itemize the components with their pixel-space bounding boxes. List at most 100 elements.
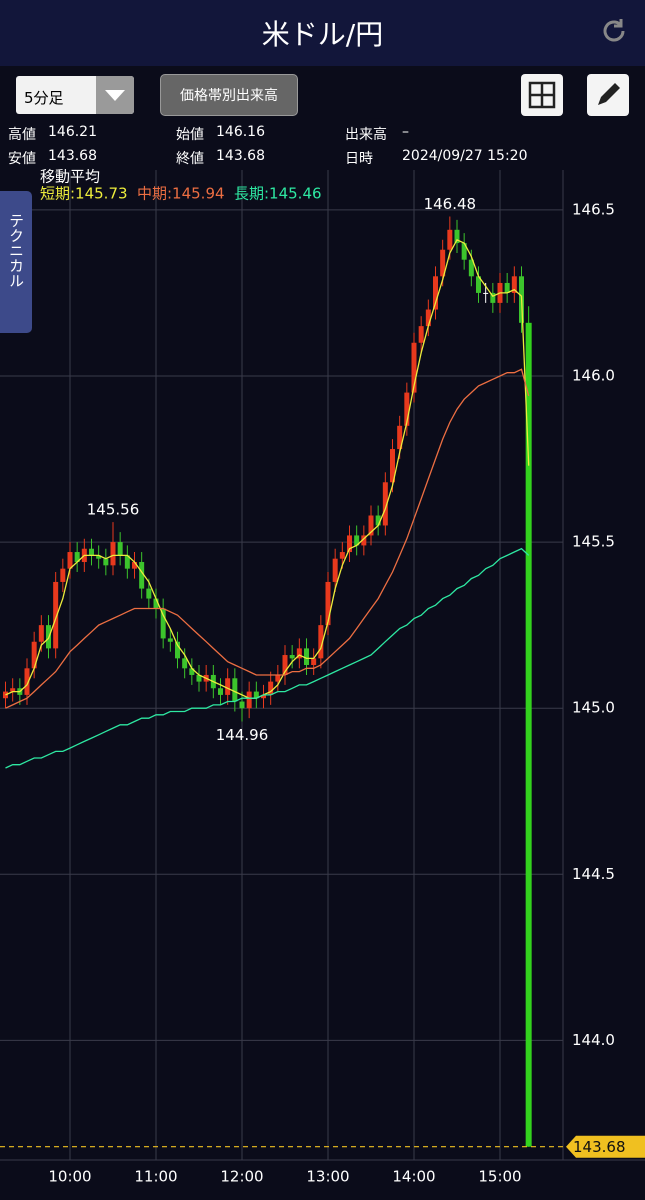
toolbar: 5分足 価格帯別出来高 xyxy=(0,74,645,120)
info-label: 始値 xyxy=(176,127,204,143)
candle-body xyxy=(325,581,331,626)
refresh-button[interactable] xyxy=(599,16,629,46)
header: 米ドル/円 xyxy=(0,0,645,66)
info-value: 143.68 xyxy=(48,148,97,164)
candle-body xyxy=(433,276,438,310)
candle-body xyxy=(483,292,489,294)
draw-button[interactable] xyxy=(587,74,629,116)
info-value: 146.21 xyxy=(48,124,97,140)
candle-body xyxy=(268,681,274,695)
info-value: – xyxy=(402,124,409,140)
extreme-label: 145.56 xyxy=(87,501,140,519)
info-value: 143.68 xyxy=(216,148,265,164)
candle-body xyxy=(38,625,44,642)
candle-body xyxy=(311,658,317,665)
candle-body xyxy=(60,568,66,582)
x-tick-label: 12:00 xyxy=(220,1168,263,1186)
info-label: 終値 xyxy=(176,151,204,167)
candle-body xyxy=(103,558,109,566)
moving-average xyxy=(5,368,530,709)
timeframe: 5分足 xyxy=(24,89,64,107)
legend-entry: 長期:145.46 xyxy=(234,185,322,203)
candle-body xyxy=(96,555,102,559)
y-tick-label: 146.5 xyxy=(572,200,615,218)
y-tick-label: 145.0 xyxy=(572,699,615,717)
candle-body xyxy=(110,542,116,566)
candle-body xyxy=(447,229,453,250)
candle-body xyxy=(167,638,173,642)
candle-body xyxy=(139,562,145,589)
candle-body xyxy=(368,515,374,536)
candle-body xyxy=(511,276,517,293)
tab-label: テクニカル xyxy=(7,213,25,288)
candle-body xyxy=(354,535,360,546)
price-tag xyxy=(566,1135,645,1158)
candle-body xyxy=(153,598,159,609)
candle-body xyxy=(361,535,367,546)
y-tick-label: 146.0 xyxy=(572,366,615,384)
extreme-label: 146.48 xyxy=(424,195,477,213)
candle-body xyxy=(332,558,338,582)
candle-body xyxy=(160,608,166,639)
candle-body xyxy=(53,581,59,649)
candle-body xyxy=(525,322,532,1147)
candle-body xyxy=(246,691,252,709)
candle-body xyxy=(74,552,80,563)
candle-body xyxy=(175,641,180,659)
info-label: 高値 xyxy=(8,127,36,143)
candle-body xyxy=(31,641,37,669)
candle-body xyxy=(189,668,195,675)
candle-body xyxy=(289,655,295,659)
candle-body xyxy=(182,658,188,669)
candle-body xyxy=(454,229,460,244)
moving-average xyxy=(5,547,530,769)
info-value: 2024/09/27 15:20 xyxy=(402,148,528,164)
timeframe-select[interactable]: 5分足 xyxy=(16,76,134,114)
candle-body xyxy=(339,552,345,559)
info-panel: 高値 146.21 始値 146.16 出来高 – 安値 143.68 終値 1… xyxy=(0,124,645,168)
candle-body xyxy=(382,482,388,526)
candle-body xyxy=(253,691,259,699)
candle-body xyxy=(476,276,481,293)
candle-body xyxy=(468,259,474,277)
candle-body xyxy=(10,688,16,692)
candle-body xyxy=(296,648,302,659)
candle-body xyxy=(117,542,123,556)
candle-body xyxy=(225,678,231,695)
info-label: 出来高 xyxy=(345,127,387,143)
candle-body xyxy=(490,292,496,303)
x-tick-label: 11:00 xyxy=(134,1168,177,1186)
y-tick-label: 144.5 xyxy=(572,865,615,883)
y-tick-label: 145.5 xyxy=(572,533,615,551)
layout-button[interactable] xyxy=(521,74,563,116)
candle-body xyxy=(440,249,446,277)
candle-body xyxy=(232,678,238,702)
candle-body xyxy=(261,694,266,699)
button-label: 価格帯別出来高 xyxy=(180,88,278,104)
legend-entry: 中期:145.94 xyxy=(137,185,225,203)
extreme-label: 144.96 xyxy=(216,726,269,744)
candle-body xyxy=(318,625,324,659)
price-tag-label: 143.68 xyxy=(573,1138,626,1156)
candle-body xyxy=(411,342,417,393)
volume-profile-button[interactable]: 価格帯別出来高 xyxy=(160,74,298,116)
legend-title: 移動平均 xyxy=(40,168,100,186)
candle-body xyxy=(375,515,381,526)
candle-body xyxy=(218,688,223,695)
candle-body xyxy=(24,668,30,695)
x-tick-label: 13:00 xyxy=(306,1168,349,1186)
title: 米ドル/円 xyxy=(261,18,384,51)
technical-tab[interactable]: テクニカル xyxy=(0,191,32,333)
candle-body xyxy=(132,562,137,569)
candle-body xyxy=(146,588,152,599)
candle-body xyxy=(461,243,467,260)
candle-body xyxy=(418,326,424,343)
moving-average xyxy=(5,238,530,699)
candle-body xyxy=(304,648,309,665)
x-tick-label: 15:00 xyxy=(478,1168,521,1186)
candle-body xyxy=(404,392,410,426)
candle-body xyxy=(89,548,94,556)
candle-body xyxy=(504,282,510,293)
